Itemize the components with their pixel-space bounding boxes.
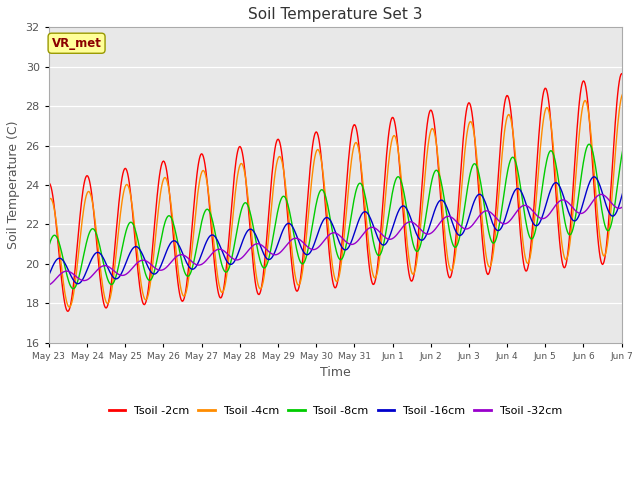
Line: Tsoil -16cm: Tsoil -16cm [49,171,640,284]
Tsoil -8cm [419,234,426,240]
Legend: Tsoil -2cm, Tsoil -4cm, Tsoil -8cm, Tsoil -16cm, Tsoil -32cm: Tsoil -2cm, Tsoil -4cm, Tsoil -8cm, Tsoi… [104,402,566,420]
Tsoil -32cm [259,243,267,249]
Line: Tsoil -8cm: Tsoil -8cm [49,138,640,288]
Tsoil -4cm [453,240,461,246]
Tsoil -2cm [260,266,268,272]
Tsoil -2cm [419,175,426,181]
Tsoil -16cm [74,281,82,287]
Tsoil -8cm [453,243,461,249]
Tsoil -16cm [45,273,52,278]
Tsoil -32cm [282,243,290,249]
Text: VR_met: VR_met [52,37,102,50]
Tsoil -4cm [230,206,237,212]
Tsoil -4cm [419,202,426,207]
Line: Tsoil -4cm: Tsoil -4cm [49,89,640,307]
Tsoil -32cm [45,282,52,288]
Tsoil -8cm [45,244,52,250]
Tsoil -4cm [45,198,52,204]
Tsoil -16cm [453,230,461,236]
Tsoil -8cm [118,250,125,255]
Tsoil -4cm [283,197,291,203]
X-axis label: Time: Time [320,366,351,379]
Tsoil -2cm [118,180,125,186]
Tsoil -16cm [283,221,291,227]
Line: Tsoil -32cm: Tsoil -32cm [49,189,640,285]
Tsoil -32cm [418,228,426,233]
Tsoil -2cm [283,206,291,212]
Line: Tsoil -2cm: Tsoil -2cm [49,66,640,312]
Tsoil -16cm [260,252,268,257]
Tsoil -2cm [64,309,72,314]
Tsoil -16cm [419,237,426,243]
Tsoil -4cm [118,204,125,210]
Tsoil -8cm [283,199,291,204]
Tsoil -4cm [260,275,268,281]
Tsoil -2cm [45,180,52,186]
Tsoil -16cm [118,271,125,276]
Tsoil -32cm [116,272,124,278]
Tsoil -8cm [623,135,631,141]
Tsoil -16cm [628,168,636,174]
Tsoil -16cm [230,260,237,265]
Tsoil -2cm [230,180,237,185]
Tsoil -32cm [636,186,640,192]
Tsoil -32cm [452,218,460,224]
Tsoil -32cm [229,256,237,262]
Tsoil -8cm [230,246,237,252]
Tsoil -2cm [453,225,461,230]
Tsoil -4cm [66,304,74,310]
Tsoil -8cm [70,286,77,291]
Y-axis label: Soil Temperature (C): Soil Temperature (C) [7,120,20,249]
Tsoil -8cm [260,265,268,271]
Title: Soil Temperature Set 3: Soil Temperature Set 3 [248,7,422,22]
